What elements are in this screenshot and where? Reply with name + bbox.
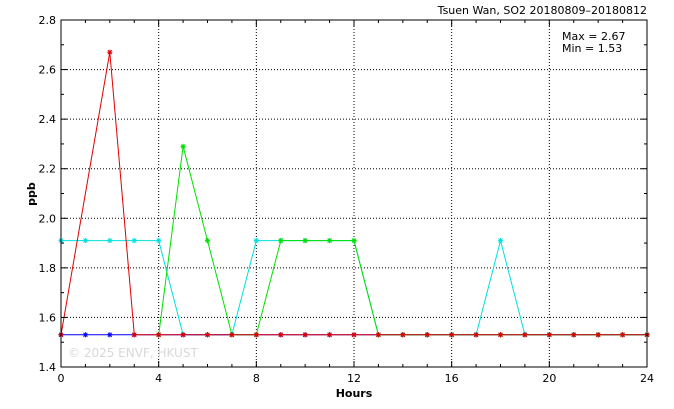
data-point [497,332,504,338]
data-point [497,237,504,244]
data-point [326,237,333,244]
x-tick-labels: 0 4 8 12 16 20 24 [58,372,655,385]
series-layer [58,49,650,338]
data-point [82,237,89,244]
data-point [595,332,601,338]
data-point [522,332,528,338]
x-tick-label: 24 [640,372,654,385]
x-tick-label: 8 [253,372,260,385]
y-tick-label: 2.0 [39,212,57,225]
x-tick-label: 4 [155,372,162,385]
data-point [204,332,211,338]
data-point [571,332,577,338]
watermark-layer: © 2025 ENVF, HKUST [68,346,198,360]
series-3 [156,143,650,338]
data-point [278,237,284,244]
data-point [351,237,357,244]
data-point [131,237,137,244]
data-point [400,332,406,338]
data-point [351,332,357,338]
x-tick-label: 0 [58,372,65,385]
chart-title: Tsuen Wan, SO2 20180809–20180812 [437,4,647,17]
series-line [158,146,647,336]
min-stat-label: Min = 1.53 [562,42,622,55]
y-tick-label: 1.8 [39,262,57,275]
data-point [204,237,211,244]
y-tick-label: 2.4 [39,113,57,126]
data-point [180,143,186,150]
data-point [107,332,113,338]
data-point [229,332,235,338]
y-tick-label: 1.4 [39,361,57,374]
axis-ticks [60,19,648,368]
data-point [156,237,162,244]
data-point [375,332,382,338]
x-tick-label: 16 [445,372,459,385]
y-tick-label: 2.8 [39,14,57,27]
data-point [619,332,626,338]
data-point [156,332,162,338]
data-point [546,332,552,338]
data-point [449,332,455,338]
data-point [107,237,113,244]
data-point [253,237,259,244]
y-tick-label: 1.6 [39,311,57,324]
data-point [107,49,113,55]
data-point [302,332,308,338]
y-tick-labels: 1.4 1.6 1.8 2.0 2.2 2.4 2.6 2.8 [39,14,57,374]
data-point [131,332,137,338]
data-point [82,332,89,338]
series-4 [58,49,650,338]
max-stat-label: Max = 2.67 [562,30,625,43]
data-point [180,332,186,338]
x-tick-label: 12 [347,372,361,385]
grid-lines [61,20,647,367]
y-tick-label: 2.6 [39,64,57,77]
y-axis-title: ppb [25,182,38,206]
x-axis-title: Hours [336,387,373,400]
y-tick-label: 2.2 [39,163,57,176]
data-point [326,332,333,338]
data-point [278,332,284,338]
data-point [302,237,308,244]
data-point [253,332,259,338]
data-point [424,332,430,338]
series-line [60,52,647,336]
x-tick-label: 20 [542,372,556,385]
watermark: © 2025 ENVF, HKUST [68,346,198,360]
data-point [473,332,479,338]
